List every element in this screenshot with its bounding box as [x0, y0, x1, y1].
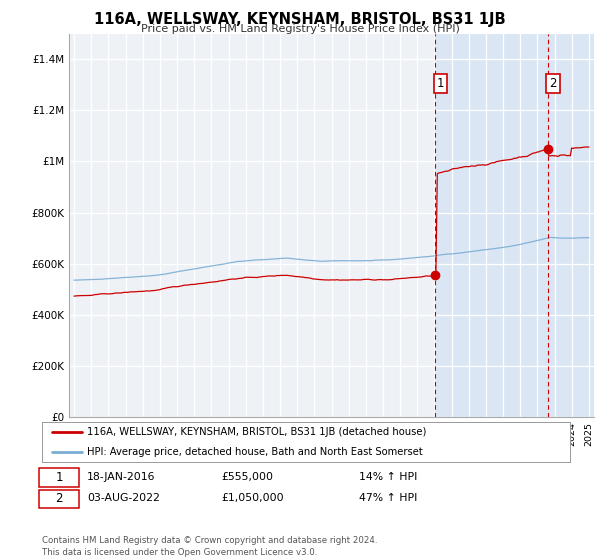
Text: £555,000: £555,000: [221, 472, 274, 482]
Text: 2: 2: [549, 77, 557, 90]
FancyBboxPatch shape: [40, 489, 79, 508]
Text: 47% ↑ HPI: 47% ↑ HPI: [359, 493, 417, 503]
Bar: [435, 34, 600, 417]
Text: 03-AUG-2022: 03-AUG-2022: [87, 493, 160, 503]
Text: Contains HM Land Registry data © Crown copyright and database right 2024.
This d: Contains HM Land Registry data © Crown c…: [42, 536, 377, 557]
FancyBboxPatch shape: [40, 468, 79, 487]
Text: 1: 1: [55, 470, 63, 484]
Text: 18-JAN-2016: 18-JAN-2016: [87, 472, 155, 482]
Text: 2: 2: [55, 492, 63, 505]
Text: £1,050,000: £1,050,000: [221, 493, 284, 503]
Text: 116A, WELLSWAY, KEYNSHAM, BRISTOL, BS31 1JB: 116A, WELLSWAY, KEYNSHAM, BRISTOL, BS31 …: [94, 12, 506, 27]
Text: 14% ↑ HPI: 14% ↑ HPI: [359, 472, 417, 482]
Text: 116A, WELLSWAY, KEYNSHAM, BRISTOL, BS31 1JB (detached house): 116A, WELLSWAY, KEYNSHAM, BRISTOL, BS31 …: [87, 427, 426, 437]
Text: 1: 1: [437, 77, 445, 90]
Text: Price paid vs. HM Land Registry's House Price Index (HPI): Price paid vs. HM Land Registry's House …: [140, 24, 460, 34]
Text: HPI: Average price, detached house, Bath and North East Somerset: HPI: Average price, detached house, Bath…: [87, 446, 422, 456]
